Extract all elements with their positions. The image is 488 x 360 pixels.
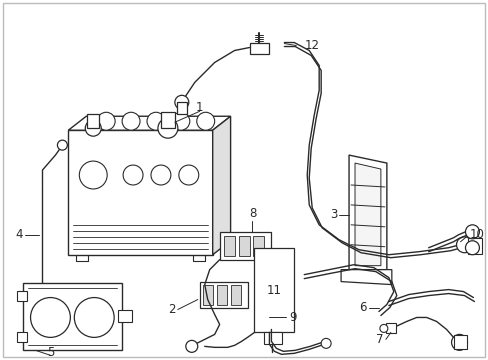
Circle shape (30, 298, 70, 337)
Circle shape (465, 241, 478, 255)
Bar (249, 42, 269, 54)
Circle shape (122, 112, 140, 130)
Circle shape (79, 161, 107, 189)
Text: 11: 11 (266, 284, 281, 297)
Bar (468, 238, 482, 254)
Circle shape (179, 165, 198, 185)
Bar (87, 114, 99, 128)
Text: 2: 2 (168, 303, 176, 316)
Bar (17, 291, 26, 301)
Bar (230, 285, 240, 305)
Circle shape (151, 165, 170, 185)
Text: 5: 5 (47, 346, 54, 359)
Polygon shape (68, 116, 230, 130)
Text: 1: 1 (196, 101, 203, 114)
Bar (177, 102, 186, 114)
Bar (238, 236, 249, 256)
Circle shape (175, 95, 188, 109)
Circle shape (57, 140, 67, 150)
Polygon shape (340, 270, 391, 285)
Bar (385, 323, 395, 333)
Bar (254, 248, 294, 332)
Text: 9: 9 (289, 311, 296, 324)
Bar (264, 332, 282, 345)
Text: 12: 12 (304, 39, 319, 52)
Circle shape (97, 112, 115, 130)
Text: 10: 10 (468, 228, 483, 241)
Circle shape (74, 298, 114, 337)
Text: 3: 3 (329, 208, 336, 221)
Bar (452, 336, 467, 349)
Circle shape (147, 112, 164, 130)
Polygon shape (68, 130, 212, 255)
Text: 8: 8 (248, 207, 256, 220)
Bar (37, 300, 48, 324)
Polygon shape (212, 116, 230, 255)
Bar (253, 236, 264, 256)
Circle shape (171, 112, 189, 130)
Polygon shape (354, 163, 380, 266)
Text: 6: 6 (359, 301, 366, 314)
Circle shape (450, 334, 467, 350)
Circle shape (123, 165, 142, 185)
Circle shape (158, 118, 178, 138)
Bar (216, 285, 226, 305)
Bar (203, 285, 212, 305)
Bar (17, 332, 26, 342)
Circle shape (456, 237, 471, 253)
Circle shape (465, 225, 478, 239)
Polygon shape (22, 283, 122, 350)
Circle shape (321, 338, 330, 348)
Polygon shape (348, 155, 386, 270)
Bar (161, 112, 175, 128)
Text: 7: 7 (376, 333, 383, 346)
Bar (199, 282, 247, 307)
Bar (223, 236, 234, 256)
Text: 4: 4 (15, 228, 22, 241)
Circle shape (196, 112, 214, 130)
Bar (118, 310, 132, 323)
Circle shape (85, 120, 101, 136)
Circle shape (379, 324, 387, 332)
Bar (219, 232, 271, 260)
Circle shape (185, 340, 197, 352)
